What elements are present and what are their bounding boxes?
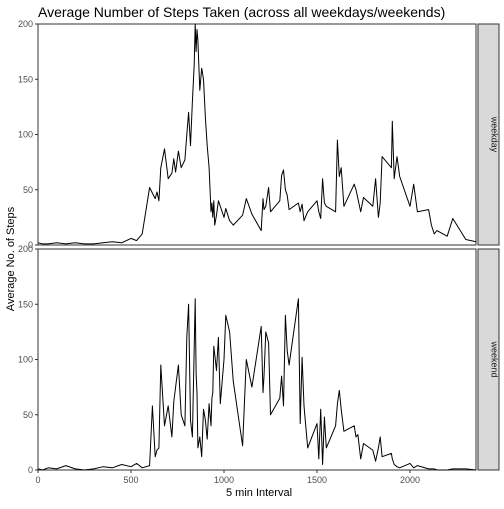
series-line-weekday	[37, 23, 477, 245]
y-tick-label: 200	[18, 244, 33, 254]
facet-label-weekend: weekend	[490, 340, 500, 377]
x-tick-label: 0	[35, 475, 40, 485]
y-tick-label: 50	[23, 410, 33, 420]
panel-border-weekend	[37, 248, 477, 471]
panel-border-weekday	[37, 23, 477, 246]
y-tick-label: 0	[28, 240, 33, 250]
panel-weekday: weekday 0 50 100 150 200	[18, 19, 500, 250]
x-tick-label: 500	[123, 475, 138, 485]
y-tick-label: 150	[18, 74, 33, 84]
x-axis-title: 5 min Interval	[226, 487, 292, 499]
x-tick-label: 1500	[307, 475, 327, 485]
y-tick-label: 150	[18, 299, 33, 309]
y-tick-label: 0	[28, 465, 33, 475]
x-tick-label: 1000	[214, 475, 234, 485]
y-tick-label: 100	[18, 130, 33, 140]
y-tick-label: 100	[18, 355, 33, 365]
x-tick-label: 2000	[400, 475, 420, 485]
facet-label-weekday: weekday	[490, 116, 500, 153]
facet-strip-weekday	[477, 23, 500, 246]
series-line-weekend	[37, 298, 477, 471]
y-tick-label: 50	[23, 185, 33, 195]
y-tick-label: 200	[18, 19, 33, 29]
chart-title: Average Number of Steps Taken (across al…	[38, 4, 445, 20]
facet-strip-weekend	[477, 248, 500, 471]
y-axis-title: Average No. of Steps	[5, 206, 17, 311]
